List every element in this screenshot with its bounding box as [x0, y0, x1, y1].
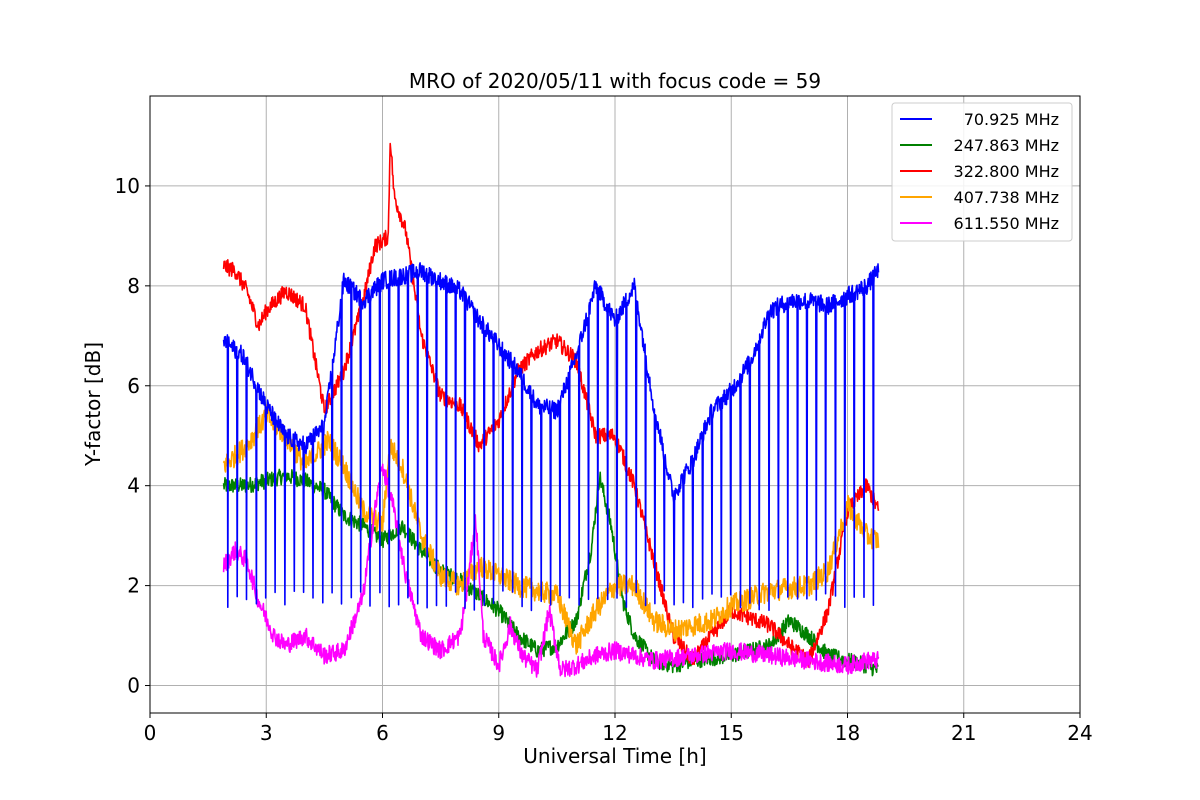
series-line-4 [222, 463, 880, 678]
legend-label: 322.800 MHz [954, 162, 1059, 181]
plot-area [222, 142, 880, 678]
y-tick-label: 6 [127, 374, 140, 398]
y-tick-label: 2 [127, 574, 140, 598]
x-tick-label: 18 [835, 721, 860, 745]
x-tick-label: 0 [144, 721, 157, 745]
y-tick-label: 8 [127, 274, 140, 298]
x-tick-label: 9 [492, 721, 505, 745]
x-tick-label: 3 [260, 721, 273, 745]
x-tick-label: 21 [951, 721, 976, 745]
x-tick-label: 12 [602, 721, 627, 745]
legend-label: 407.738 MHz [954, 188, 1059, 207]
legend-label: 70.925 MHz [964, 110, 1059, 129]
x-axis: 0 3 6 9 12 15 18 21 24 [144, 713, 1093, 745]
legend: 70.925 MHz 247.863 MHz 322.800 MHz 407.738 … [891, 102, 1073, 242]
x-tick-label: 15 [719, 721, 744, 745]
legend-label: 247.863 MHz [954, 136, 1059, 155]
legend-label: 611.550 MHz [954, 214, 1059, 233]
y-tick-label: 0 [127, 674, 140, 698]
y-axis-label: Y-factor [dB] [81, 342, 105, 467]
chart-title: MRO of 2020/05/11 with focus code = 59 [409, 69, 821, 93]
y-tick-label: 10 [115, 174, 140, 198]
x-tick-label: 24 [1067, 721, 1092, 745]
series-line-0 [222, 262, 880, 612]
x-axis-label: Universal Time [h] [523, 744, 706, 768]
legend-box [891, 102, 1073, 242]
y-axis: 0 2 4 6 8 10 [115, 174, 150, 698]
x-tick-label: 6 [376, 721, 389, 745]
y-tick-label: 4 [127, 474, 140, 498]
